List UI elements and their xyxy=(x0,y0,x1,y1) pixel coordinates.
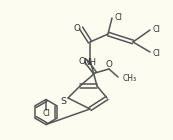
Text: Cl: Cl xyxy=(114,12,122,22)
Text: O: O xyxy=(106,60,112,68)
Text: O: O xyxy=(79,57,85,66)
Text: Cl: Cl xyxy=(152,48,160,58)
Text: O: O xyxy=(74,24,80,32)
Text: Cl: Cl xyxy=(152,24,160,33)
Text: CH₃: CH₃ xyxy=(123,74,137,82)
Text: S: S xyxy=(60,96,66,106)
Text: Cl: Cl xyxy=(42,109,50,118)
Text: NH: NH xyxy=(83,58,97,66)
